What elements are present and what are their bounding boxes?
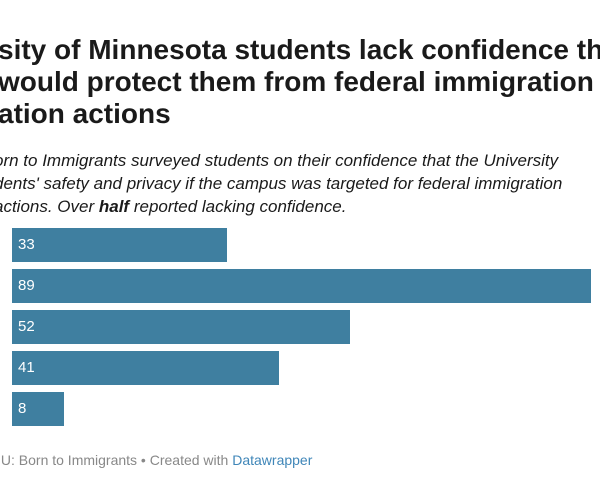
chart-subtitle: orn to Immigrants surveyed students on t… [0,149,600,218]
bar-value-label-2: 89 [18,277,35,294]
bar-1 [12,228,227,262]
chart-subtitle-line-2: dents' safety and privacy if the campus … [0,174,563,193]
bar-value-label-5: 8 [18,400,27,417]
chart-subtitle-line-1: orn to Immigrants surveyed students on t… [0,151,559,170]
chart-title-line-3: ation actions [0,98,171,129]
bar-value-label-1: 33 [18,236,35,253]
source-credit: s U: Born to Immigrants • Created with [0,452,233,468]
chart-title-line-2: would protect them from federal immigrat… [0,66,594,97]
chart-subtitle-line-3: actions. Over half reported lacking conf… [0,195,600,218]
bar-3 [12,310,350,344]
bar-5 [12,392,64,426]
bar-value-label-4: 41 [18,359,35,376]
bar-2 [12,269,591,303]
bar-value-label-3: 52 [18,318,35,335]
chart-subtitle-line-3-post: reported lacking confidence. [129,197,347,216]
datawrapper-link[interactable]: Datawrapper [232,452,313,468]
bar-4 [12,351,279,385]
chart-title: sity of Minnesota students lack confiden… [0,34,600,130]
chart-footer: s U: Born to Immigrants • Created with D… [0,452,312,468]
chart-subtitle-emphasis: half [98,197,130,216]
chart-subtitle-line-3-pre: actions. Over [0,197,99,216]
chart-title-line-1: sity of Minnesota students lack confiden… [0,34,600,65]
